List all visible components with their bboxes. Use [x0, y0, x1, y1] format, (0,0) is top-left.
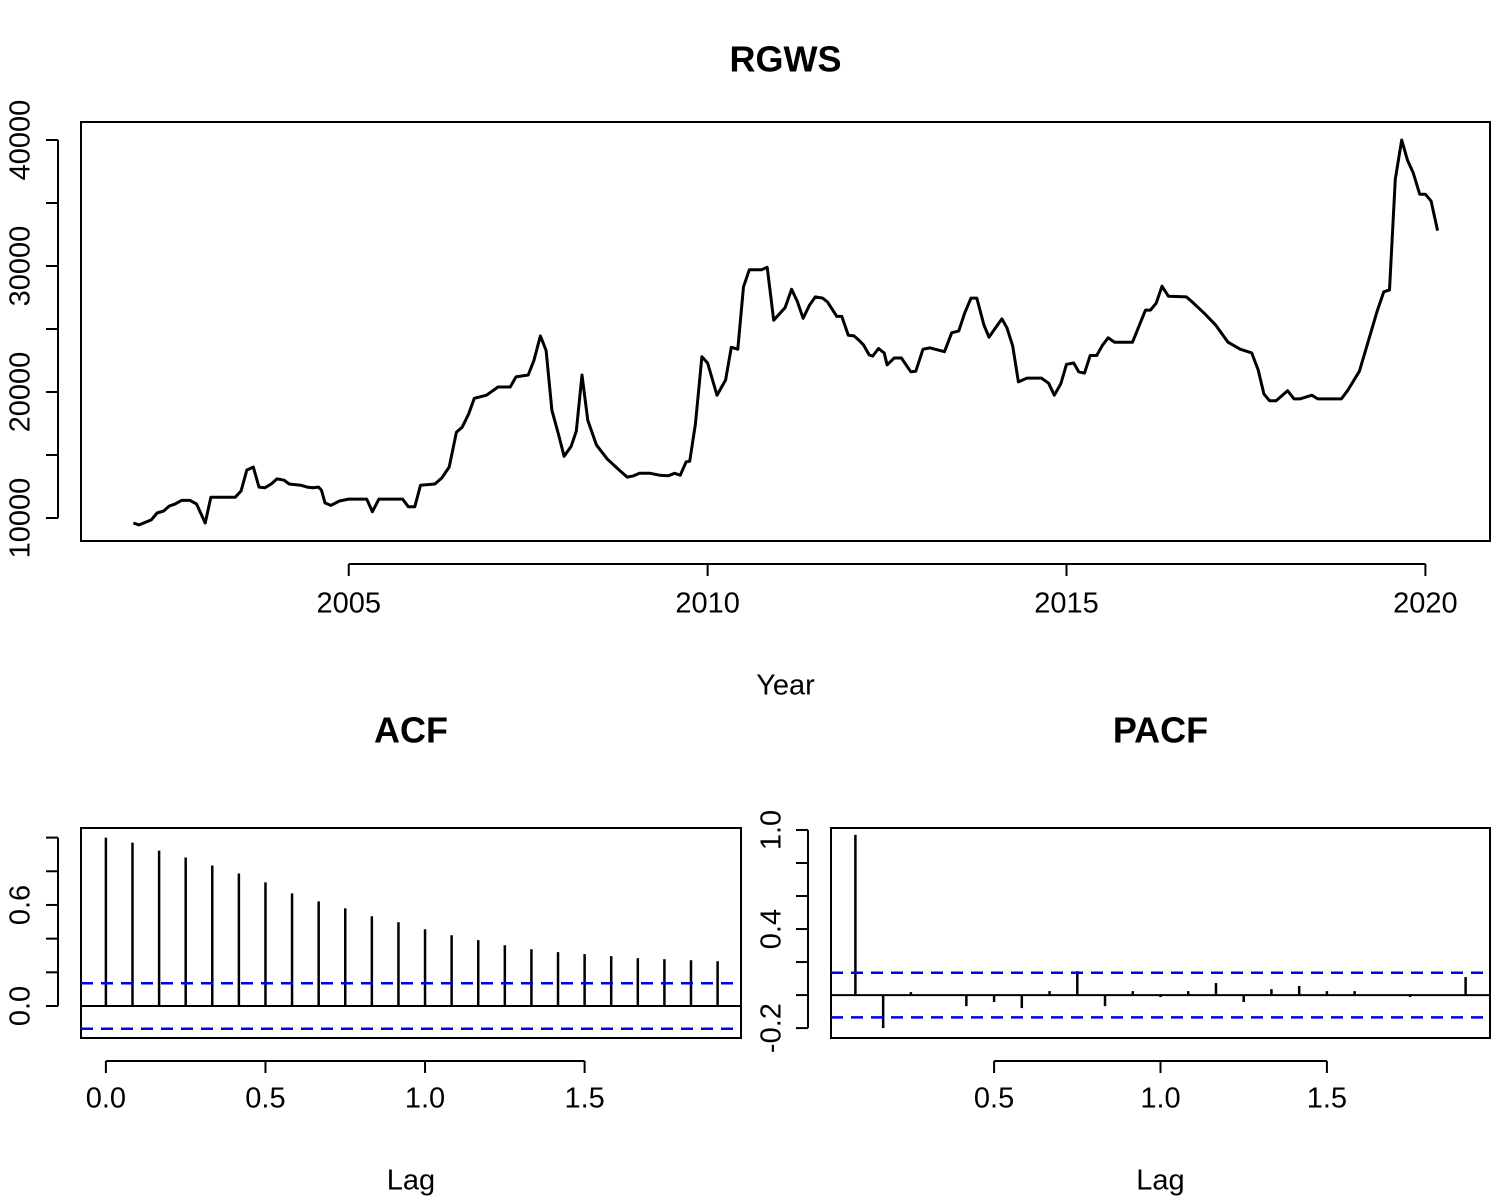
- plot-frame: [830, 827, 1491, 1039]
- y-tick-label: 0.0: [5, 986, 37, 1026]
- y-tick-label: 20000: [5, 352, 37, 433]
- x-axis-label: Lag: [1136, 1165, 1184, 1197]
- x-tick-label: 2015: [1034, 588, 1099, 620]
- chart-title: PACF: [1113, 710, 1208, 751]
- x-tick-label: 1.0: [1140, 1083, 1180, 1115]
- y-tick-label: -0.2: [756, 1003, 788, 1053]
- chart-title: RGWS: [730, 39, 842, 80]
- x-tick-label: 2020: [1393, 588, 1458, 620]
- plot-frame: [80, 121, 1491, 542]
- plot-frame: [80, 827, 742, 1039]
- x-tick-label: 2005: [316, 588, 381, 620]
- x-tick-label: 0.5: [245, 1083, 285, 1115]
- x-tick-label: 1.0: [405, 1083, 445, 1115]
- y-tick-label: 0.6: [5, 885, 37, 925]
- y-tick-label: 10000: [5, 478, 37, 559]
- x-axis-label: Lag: [387, 1165, 435, 1197]
- series-line: [132, 138, 1440, 527]
- x-axis-label: Year: [756, 670, 815, 702]
- x-tick-label: 0.0: [86, 1083, 126, 1115]
- x-tick-label: 0.5: [974, 1083, 1014, 1115]
- chart-title: ACF: [374, 710, 448, 751]
- y-tick-label: 30000: [5, 226, 37, 307]
- y-tick-label: 40000: [5, 100, 37, 181]
- x-tick-label: 2010: [675, 588, 740, 620]
- y-tick-label: 0.4: [756, 909, 788, 949]
- y-tick-label: 1.0: [756, 810, 788, 850]
- x-tick-label: 1.5: [1307, 1083, 1347, 1115]
- x-tick-label: 1.5: [564, 1083, 604, 1115]
